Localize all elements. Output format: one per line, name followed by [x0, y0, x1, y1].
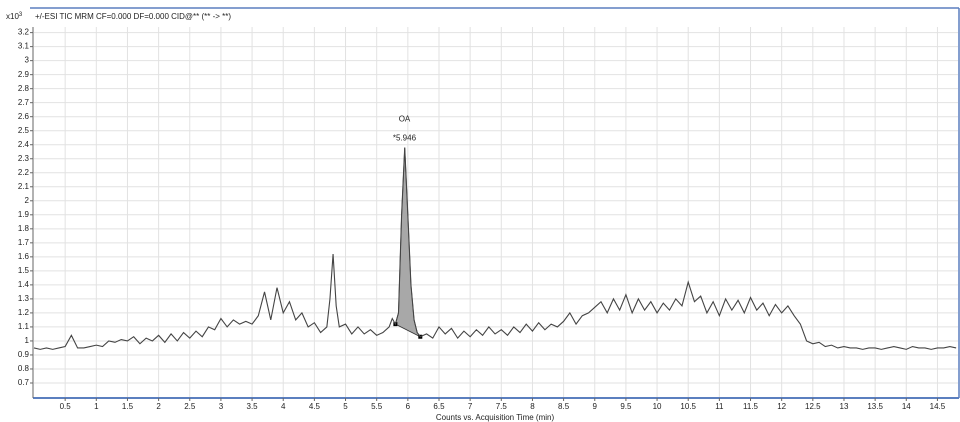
y-tick-label: 3	[25, 56, 30, 65]
peak-rt-label: *5.946	[393, 134, 417, 143]
x-tick-label: 14	[902, 402, 911, 411]
y-tick-label: 2.9	[18, 70, 30, 79]
x-tick-label: 1	[94, 402, 99, 411]
y-tick-label: 0.8	[18, 364, 30, 373]
y-tick-label: 3.1	[18, 42, 30, 51]
y-unit: x103	[6, 12, 23, 22]
x-tick-label: 8	[530, 402, 535, 411]
y-tick-label: 2.2	[18, 168, 30, 177]
x-tick-label: 7.5	[496, 402, 508, 411]
y-tick-label: 1.4	[18, 280, 30, 289]
y-tick-label: 1.6	[18, 252, 30, 261]
y-tick-label: 1	[25, 336, 30, 345]
y-tick-label: 1.8	[18, 224, 30, 233]
x-tick-label: 4	[281, 402, 286, 411]
y-tick-label: 2.3	[18, 154, 30, 163]
x-tick-label: 13.5	[867, 402, 883, 411]
y-tick-label: 1.7	[18, 238, 30, 247]
x-tick-label: 10.5	[680, 402, 696, 411]
trace-line	[33, 147, 957, 350]
y-tick-label: 1.5	[18, 266, 30, 275]
y-tick-label: 2.1	[18, 182, 30, 191]
y-tick-label: 1.1	[18, 322, 30, 331]
x-tick-label: 9	[593, 402, 598, 411]
x-tick-label: 10	[653, 402, 662, 411]
x-tick-label: 11.5	[743, 402, 759, 411]
y-tick-label: 1.3	[18, 294, 30, 303]
y-tick-label: 2.5	[18, 126, 30, 135]
x-tick-label: 2.5	[184, 402, 196, 411]
y-tick-label: 2	[25, 196, 30, 205]
x-axis-label: Counts vs. Acquisition Time (min)	[436, 413, 555, 422]
x-tick-label: 12	[777, 402, 786, 411]
x-tick-label: 6.5	[433, 402, 445, 411]
x-tick-label: 7	[468, 402, 473, 411]
x-tick-label: 0.5	[60, 402, 72, 411]
y-tick-label: 1.9	[18, 210, 30, 219]
x-tick-label: 13	[840, 402, 849, 411]
x-tick-label: 14.5	[930, 402, 946, 411]
x-tick-label: 9.5	[620, 402, 632, 411]
x-tick-label: 6	[406, 402, 411, 411]
x-tick-label: 2	[156, 402, 161, 411]
y-tick-label: 2.7	[18, 98, 30, 107]
peak-name: OA	[399, 115, 411, 124]
chart-title: +/-ESI TIC MRM CF=0.000 DF=0.000 CID@** …	[35, 12, 231, 21]
x-tick-label: 5	[343, 402, 348, 411]
x-tick-label: 11	[715, 402, 724, 411]
x-tick-label: 4.5	[309, 402, 321, 411]
y-tick-label: 0.9	[18, 350, 30, 359]
y-unit-base: x10	[6, 12, 19, 21]
x-tick-label: 1.5	[122, 402, 134, 411]
x-tick-label: 3.5	[247, 402, 259, 411]
x-tick-label: 3	[219, 402, 224, 411]
y-tick-label: 2.4	[18, 140, 30, 149]
y-tick-label: 3.2	[18, 28, 30, 37]
y-tick-label: 2.8	[18, 84, 30, 93]
y-unit-exp: 3	[19, 12, 23, 18]
y-tick-label: 0.7	[18, 378, 30, 387]
y-tick-label: 1.2	[18, 308, 30, 317]
x-tick-label: 5.5	[371, 402, 383, 411]
x-tick-label: 12.5	[805, 402, 821, 411]
y-tick-label: 2.6	[18, 112, 30, 121]
x-tick-label: 8.5	[558, 402, 570, 411]
